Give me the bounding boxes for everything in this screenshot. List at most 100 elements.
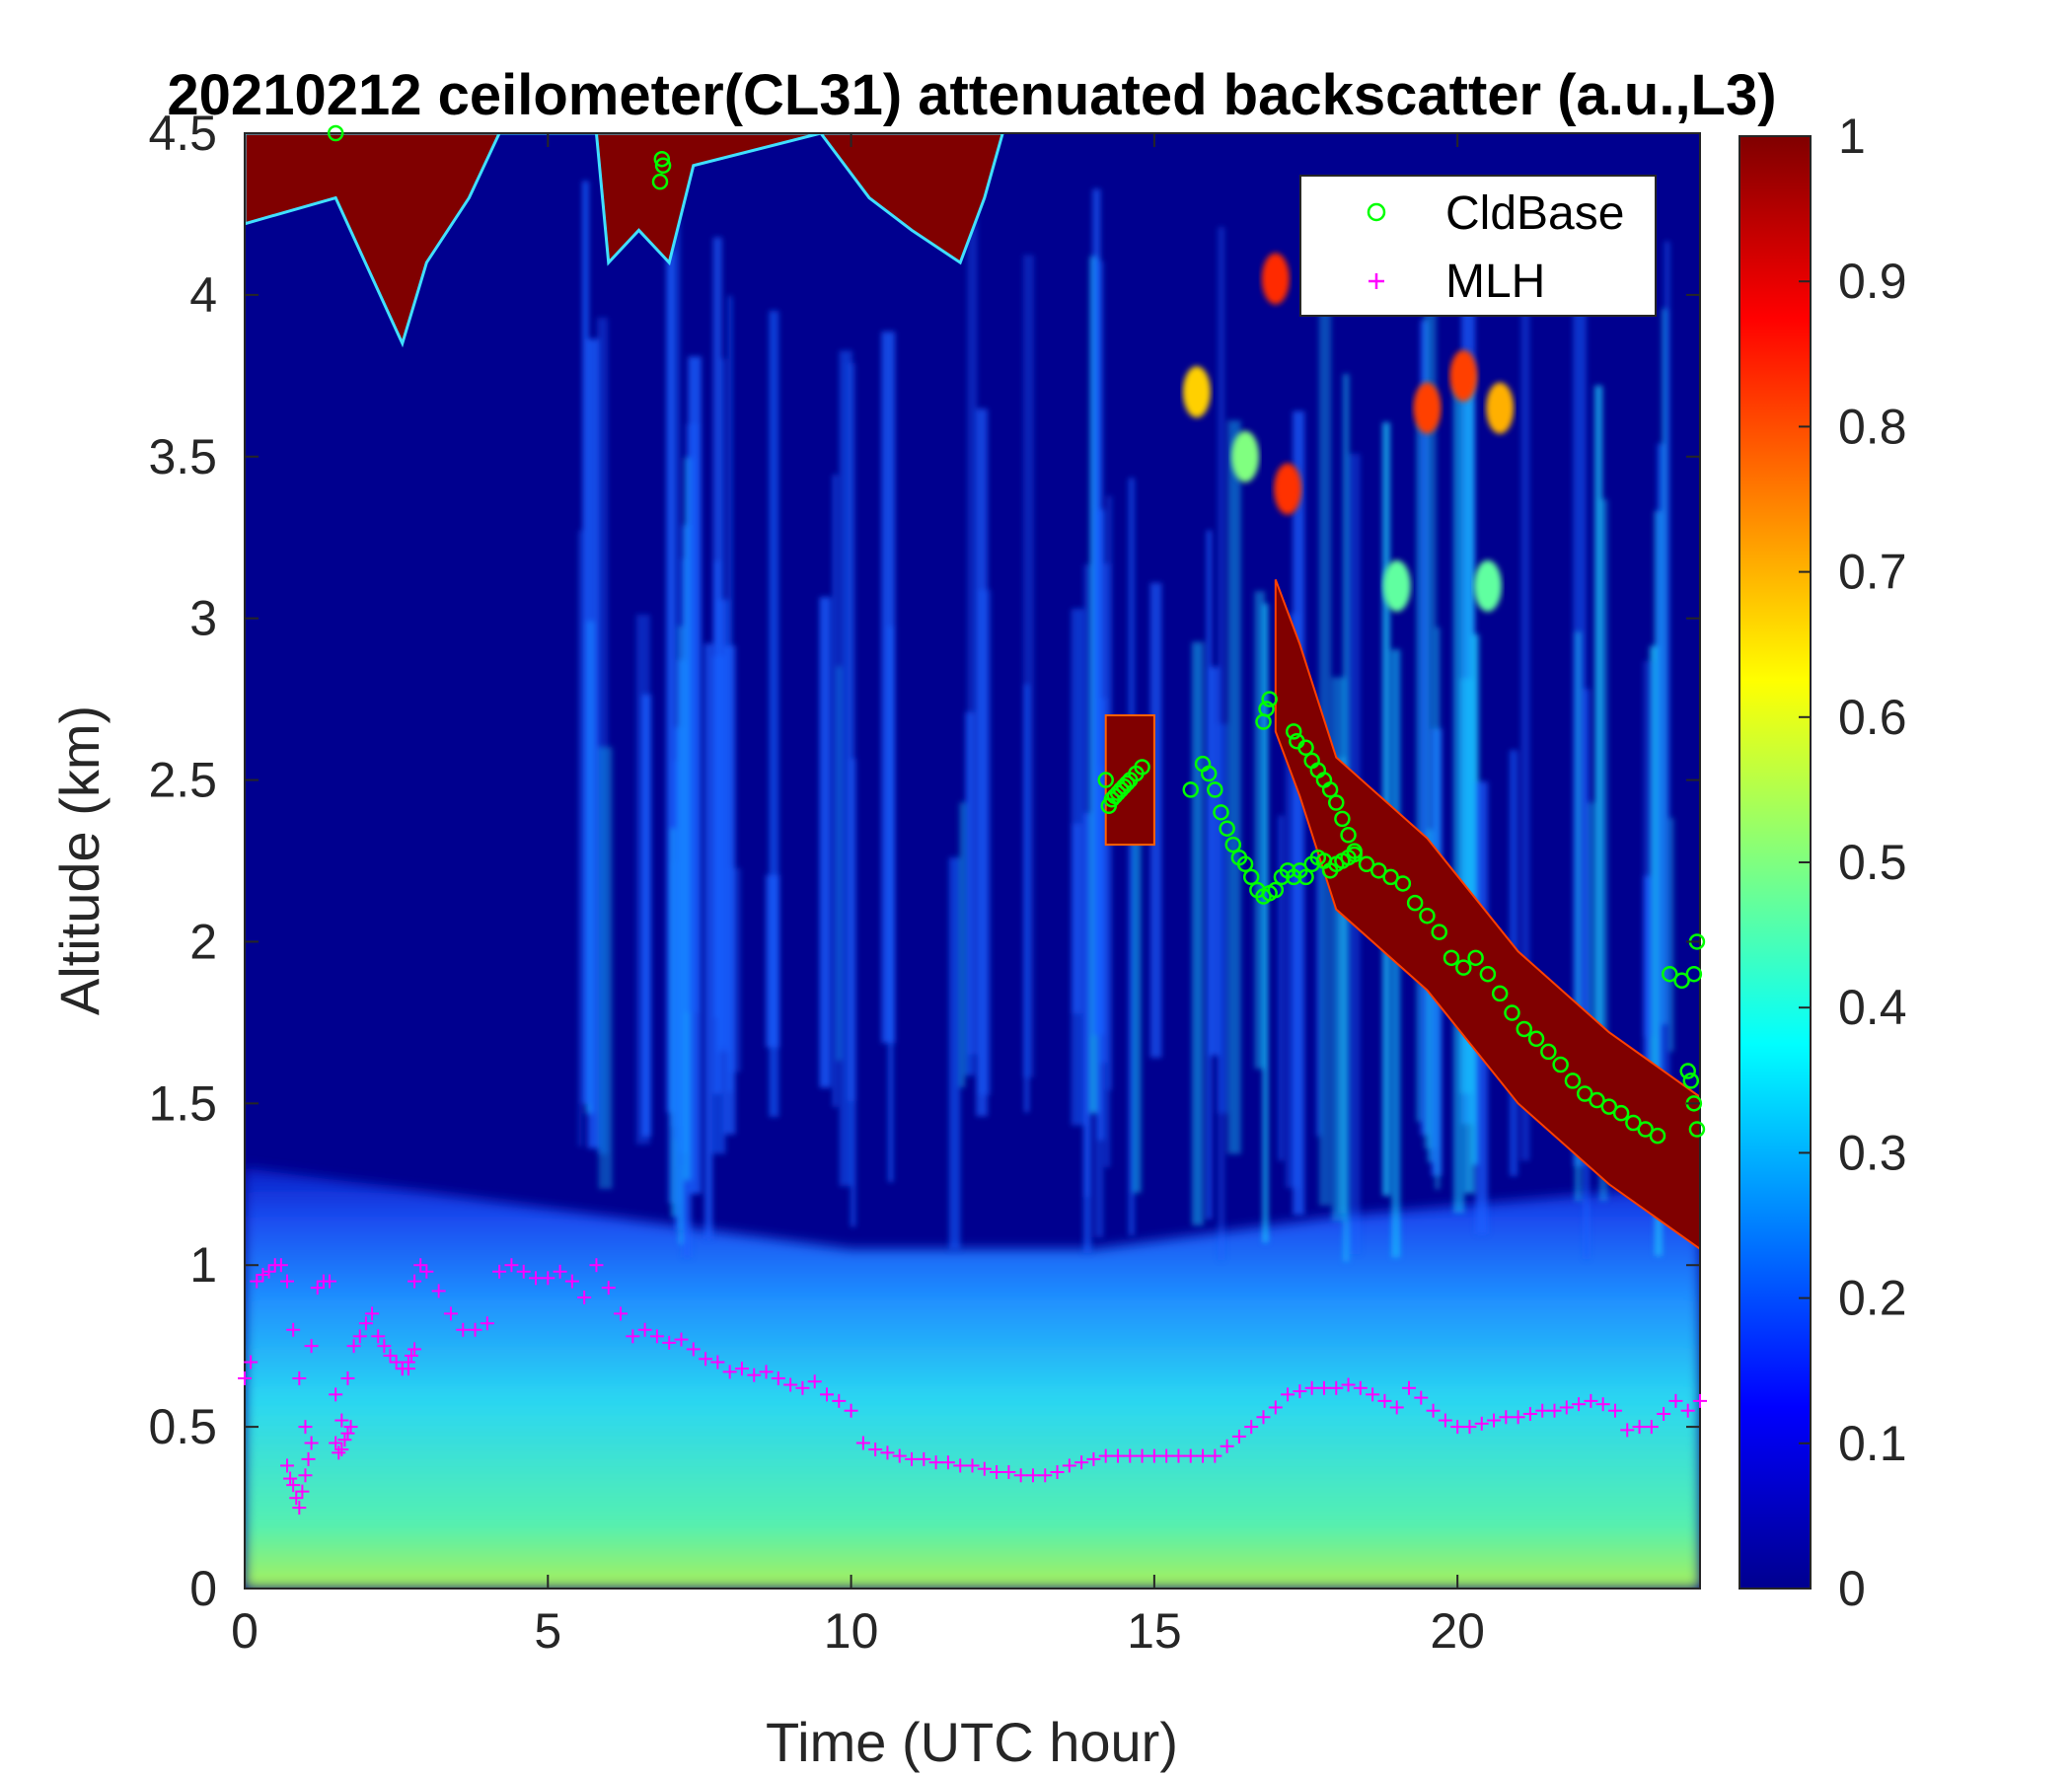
aerosol-streak (832, 475, 838, 1108)
aerosol-hotspot (1231, 430, 1260, 482)
mlh-point (346, 1339, 361, 1354)
mlh-point (413, 1258, 428, 1273)
mlh-point (395, 1362, 409, 1376)
cldbase-point (1406, 894, 1424, 912)
mlh-point (734, 1362, 749, 1376)
mlh-point (431, 1284, 446, 1298)
cldbase-point (1662, 965, 1678, 983)
mlh-point (352, 1329, 367, 1344)
x-tick-label: 0 (231, 1603, 259, 1659)
mlh-point (1329, 1380, 1344, 1395)
aerosol-streak (598, 747, 613, 1190)
aerosol-hotspot (1486, 382, 1515, 434)
mlh-point (343, 1420, 358, 1435)
mlh-point (1402, 1380, 1416, 1395)
mlh-point (273, 1258, 288, 1273)
mlh-point (244, 1355, 259, 1369)
aerosol-streak (1664, 241, 1670, 1207)
y-tick-label: 4 (189, 267, 217, 323)
mlh-point (1256, 1410, 1271, 1425)
y-axis-label: Altitude (km) (48, 705, 111, 1015)
legend-box (1299, 175, 1657, 317)
mlh-point (564, 1274, 579, 1289)
cldbase-point (1491, 985, 1509, 1002)
mlh-point (674, 1332, 689, 1347)
x-tick-label: 10 (824, 1603, 879, 1659)
aerosol-streak (1218, 227, 1225, 1261)
cldbase-point (1625, 1114, 1642, 1132)
cldbase-point (1589, 1091, 1605, 1109)
aerosol-streak (1650, 645, 1659, 1152)
mlh-point (1559, 1400, 1574, 1415)
mlh-point (1231, 1429, 1246, 1443)
y-tick-label: 1 (189, 1237, 217, 1293)
mlh-point (250, 1274, 264, 1289)
aerosol-streak (1192, 641, 1204, 1225)
x-tick-label: 20 (1430, 1603, 1485, 1659)
aerosol-streak (887, 626, 894, 1183)
cldbase-point (1207, 781, 1223, 798)
aerosol-hotspot (1261, 253, 1290, 305)
aerosol-streak (1208, 666, 1220, 1056)
y-tick-label: 2.5 (148, 753, 217, 808)
marker-layer (238, 124, 1707, 1516)
mlh-point (323, 1274, 337, 1289)
mlh-point (1632, 1420, 1647, 1435)
y-tick-label: 1.5 (148, 1075, 217, 1131)
cldbase-point (1370, 862, 1387, 879)
aerosol-streak (1128, 478, 1136, 1235)
aerosol-streak (1083, 564, 1090, 1197)
mlh-point (1111, 1448, 1125, 1463)
mlh-point (1595, 1397, 1610, 1412)
mlh-point (1038, 1468, 1053, 1483)
mlh-point (334, 1413, 349, 1428)
aerosol-streak (1293, 410, 1305, 1216)
cldbase-point (1297, 739, 1314, 757)
mlh-point (1438, 1413, 1452, 1428)
mlh-point (1377, 1393, 1392, 1408)
mlh-point (1341, 1377, 1356, 1392)
mlh-point (1535, 1403, 1550, 1418)
mlh-point (880, 1445, 895, 1460)
aerosol-streak (641, 694, 651, 1137)
aerosol-streak (1452, 384, 1465, 1214)
aerosol-hotspot (1413, 382, 1442, 434)
legend: CldBase MLH (1299, 175, 1657, 317)
legend-cldbase-label: CldBase (1445, 187, 1624, 240)
mlh-point (953, 1458, 968, 1473)
mlh-point (1001, 1465, 1016, 1479)
mlh-point (1607, 1403, 1622, 1418)
mlh-point (637, 1322, 652, 1337)
mlh-point (1414, 1390, 1429, 1405)
mlh-point (553, 1264, 567, 1279)
colorbar-tick-label: 0.7 (1838, 545, 1907, 600)
mlh-point (358, 1316, 373, 1331)
mlh-point (1511, 1410, 1525, 1425)
mlh-point (832, 1393, 847, 1408)
aerosol-hotspot (1473, 559, 1502, 612)
mlh-point (337, 1433, 352, 1447)
y-tick-label: 2 (189, 914, 217, 969)
mlh-point (1196, 1448, 1211, 1463)
mlh-point (407, 1342, 422, 1357)
cldbase-point (1358, 855, 1375, 873)
mlh-point (1389, 1400, 1404, 1415)
aerosol-streak (1149, 582, 1162, 1059)
mlh-point (405, 1349, 419, 1363)
cldbase-point (651, 173, 669, 190)
mlh-point (1208, 1448, 1222, 1463)
mlh-point (292, 1501, 307, 1516)
aerosol-streak (1575, 631, 1582, 1202)
aerosol-streak (1024, 684, 1029, 1113)
aerosol-streak (1022, 255, 1034, 1078)
aerosol-streak (1337, 757, 1347, 1214)
aerosol-streak (1132, 840, 1142, 1193)
boundary-layer-region (245, 1167, 1700, 1589)
mlh-point (1074, 1455, 1089, 1470)
mlh-point (601, 1281, 616, 1295)
mlh-point (1680, 1403, 1695, 1418)
cldbase-point (1419, 907, 1436, 925)
aerosol-streak (959, 802, 966, 1088)
mlh-point (280, 1458, 295, 1473)
mlh-point (1244, 1420, 1259, 1435)
